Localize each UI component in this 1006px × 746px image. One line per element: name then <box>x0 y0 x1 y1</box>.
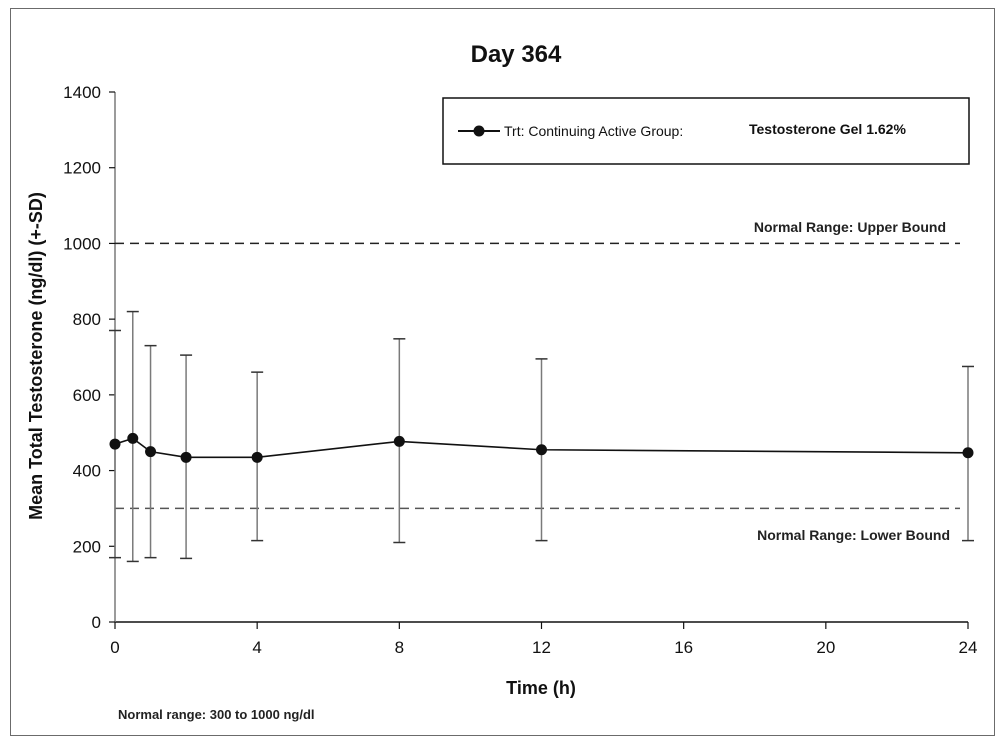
data-point <box>145 446 157 458</box>
error-bars <box>109 310 974 563</box>
upper-bound-label: Normal Range: Upper Bound <box>754 219 946 235</box>
x-tick-label: 4 <box>252 638 261 657</box>
legend-label-suffix: Testosterone Gel 1.62% <box>749 121 906 137</box>
y-tick-label: 400 <box>73 462 101 481</box>
data-point <box>962 447 974 459</box>
legend: Trt: Continuing Active Group: Testostero… <box>442 97 970 165</box>
legend-box <box>442 97 970 165</box>
y-tick-labels: 0 200 400 600 800 1000 1200 1400 <box>63 83 101 632</box>
x-tick-label: 16 <box>674 638 693 657</box>
data-series <box>109 432 974 463</box>
data-point <box>109 438 121 450</box>
y-tick-label: 200 <box>73 537 101 556</box>
x-axis-label: Time (h) <box>506 678 576 698</box>
y-tick-label: 1200 <box>63 159 101 178</box>
data-point <box>127 432 139 444</box>
x-tick-label: 12 <box>532 638 551 657</box>
data-point <box>393 435 405 447</box>
x-tick-label: 8 <box>395 638 404 657</box>
data-point <box>180 451 192 463</box>
reference-lines <box>115 242 960 510</box>
legend-marker-swatch <box>473 125 485 137</box>
x-tick-label: 0 <box>110 638 119 657</box>
data-point <box>536 444 547 456</box>
data-point <box>251 451 263 463</box>
x-tick-label: 24 <box>959 638 978 657</box>
x-tick-labels: 0 4 8 12 16 20 24 <box>110 638 977 657</box>
y-tick-label: 1000 <box>63 234 101 253</box>
y-tick-label: 600 <box>73 386 101 405</box>
legend-label: Trt: Continuing Active Group: <box>504 123 683 139</box>
footnote: Normal range: 300 to 1000 ng/dl <box>118 707 315 722</box>
lower-bound-label: Normal Range: Lower Bound <box>757 527 950 543</box>
chart-title: Day 364 <box>471 41 562 68</box>
y-axis-label: Mean Total Testosterone (ng/dl) (+-SD) <box>26 192 46 520</box>
y-tick-label: 0 <box>92 613 101 632</box>
y-tick-label: 800 <box>73 310 101 329</box>
x-tick-label: 20 <box>816 638 835 657</box>
axes <box>109 91 969 629</box>
y-tick-label: 1400 <box>63 83 101 102</box>
